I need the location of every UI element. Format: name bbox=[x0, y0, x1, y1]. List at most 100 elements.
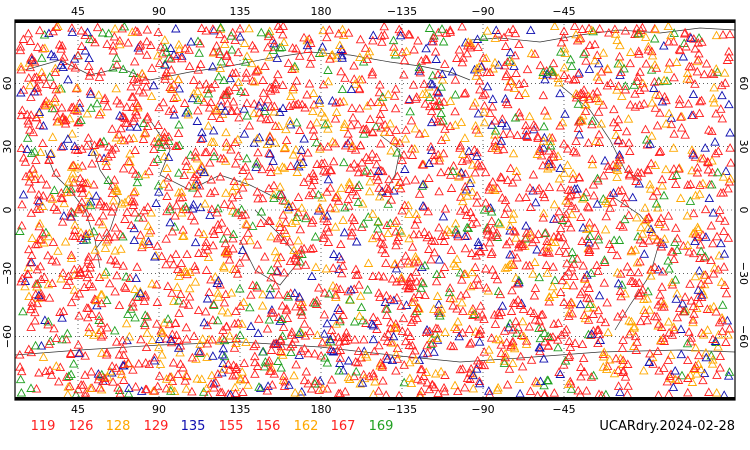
station-marker bbox=[113, 382, 123, 392]
station-marker bbox=[401, 46, 412, 56]
station-marker bbox=[508, 208, 519, 218]
station-marker bbox=[587, 154, 597, 163]
station-marker bbox=[419, 227, 430, 236]
station-marker bbox=[613, 81, 624, 90]
station-marker bbox=[572, 90, 583, 99]
station-marker bbox=[497, 192, 508, 202]
station-marker bbox=[715, 362, 725, 372]
station-marker bbox=[578, 89, 589, 98]
station-marker bbox=[549, 388, 560, 397]
station-marker bbox=[506, 306, 517, 315]
station-marker bbox=[108, 45, 119, 55]
station-marker bbox=[547, 66, 557, 76]
station-marker bbox=[719, 226, 729, 236]
station-marker bbox=[258, 75, 268, 84]
station-marker bbox=[158, 327, 168, 337]
station-marker bbox=[292, 212, 302, 222]
station-marker bbox=[87, 158, 97, 168]
station-marker bbox=[512, 252, 522, 262]
station-marker bbox=[564, 307, 575, 317]
station-marker bbox=[474, 161, 485, 171]
station-marker bbox=[137, 68, 148, 78]
station-marker bbox=[533, 133, 543, 142]
station-marker bbox=[353, 119, 363, 129]
station-marker bbox=[138, 236, 149, 246]
station-marker bbox=[181, 334, 192, 343]
station-marker bbox=[140, 320, 150, 330]
station-marker bbox=[17, 220, 27, 230]
station-marker bbox=[645, 184, 656, 193]
station-marker bbox=[355, 52, 365, 62]
station-marker bbox=[312, 159, 322, 168]
station-marker bbox=[22, 144, 32, 154]
station-marker bbox=[496, 136, 507, 145]
station-marker bbox=[190, 151, 201, 161]
station-marker bbox=[180, 43, 190, 53]
station-marker bbox=[228, 229, 239, 239]
station-marker bbox=[240, 57, 251, 66]
station-marker bbox=[126, 220, 137, 230]
station-marker bbox=[176, 258, 187, 268]
station-marker bbox=[539, 328, 550, 337]
station-marker bbox=[215, 279, 225, 289]
station-marker bbox=[474, 378, 485, 388]
station-marker bbox=[303, 348, 314, 358]
station-marker bbox=[501, 71, 511, 81]
station-marker bbox=[475, 84, 485, 94]
station-marker bbox=[504, 260, 515, 269]
station-marker bbox=[410, 174, 420, 184]
station-marker bbox=[593, 107, 604, 116]
station-marker bbox=[689, 363, 700, 373]
station-marker bbox=[570, 74, 581, 84]
station-marker bbox=[685, 179, 696, 188]
station-marker bbox=[265, 136, 275, 145]
station-marker bbox=[708, 334, 718, 343]
station-marker bbox=[278, 80, 288, 89]
station-marker bbox=[199, 97, 209, 106]
station-marker bbox=[475, 301, 486, 310]
station-marker bbox=[539, 121, 549, 131]
station-marker bbox=[193, 95, 203, 104]
station-marker bbox=[575, 299, 586, 309]
station-marker bbox=[97, 27, 108, 37]
station-marker bbox=[264, 29, 274, 38]
station-marker bbox=[124, 133, 135, 143]
station-marker bbox=[263, 381, 273, 390]
station-marker bbox=[17, 199, 27, 209]
station-marker bbox=[472, 198, 482, 207]
station-marker bbox=[563, 198, 574, 207]
station-marker bbox=[450, 89, 461, 99]
station-marker bbox=[142, 24, 153, 34]
station-marker bbox=[124, 331, 135, 341]
station-marker bbox=[144, 359, 155, 369]
station-marker bbox=[407, 150, 418, 159]
station-marker bbox=[535, 144, 545, 153]
station-marker bbox=[392, 147, 402, 157]
station-marker bbox=[305, 119, 316, 129]
station-marker bbox=[181, 266, 192, 276]
station-marker bbox=[521, 336, 532, 345]
station-marker bbox=[547, 132, 557, 142]
station-marker bbox=[268, 156, 278, 165]
station-marker bbox=[39, 98, 50, 108]
station-marker bbox=[450, 106, 460, 116]
longitude-label: −90 bbox=[471, 403, 494, 416]
station-marker bbox=[721, 288, 732, 298]
latitude-label: −60 bbox=[737, 325, 750, 348]
station-marker bbox=[510, 50, 520, 60]
station-marker bbox=[681, 41, 691, 51]
station-marker bbox=[348, 112, 358, 122]
station-marker bbox=[171, 200, 182, 210]
station-marker bbox=[472, 190, 482, 200]
station-marker bbox=[426, 235, 437, 245]
station-marker bbox=[266, 345, 277, 354]
station-marker bbox=[64, 276, 75, 285]
station-marker bbox=[140, 384, 151, 394]
station-marker bbox=[479, 117, 490, 127]
station-marker bbox=[120, 118, 131, 127]
station-marker bbox=[53, 21, 63, 31]
station-marker bbox=[463, 223, 474, 233]
station-marker bbox=[615, 70, 625, 79]
station-marker bbox=[484, 386, 494, 395]
station-marker bbox=[303, 147, 313, 157]
